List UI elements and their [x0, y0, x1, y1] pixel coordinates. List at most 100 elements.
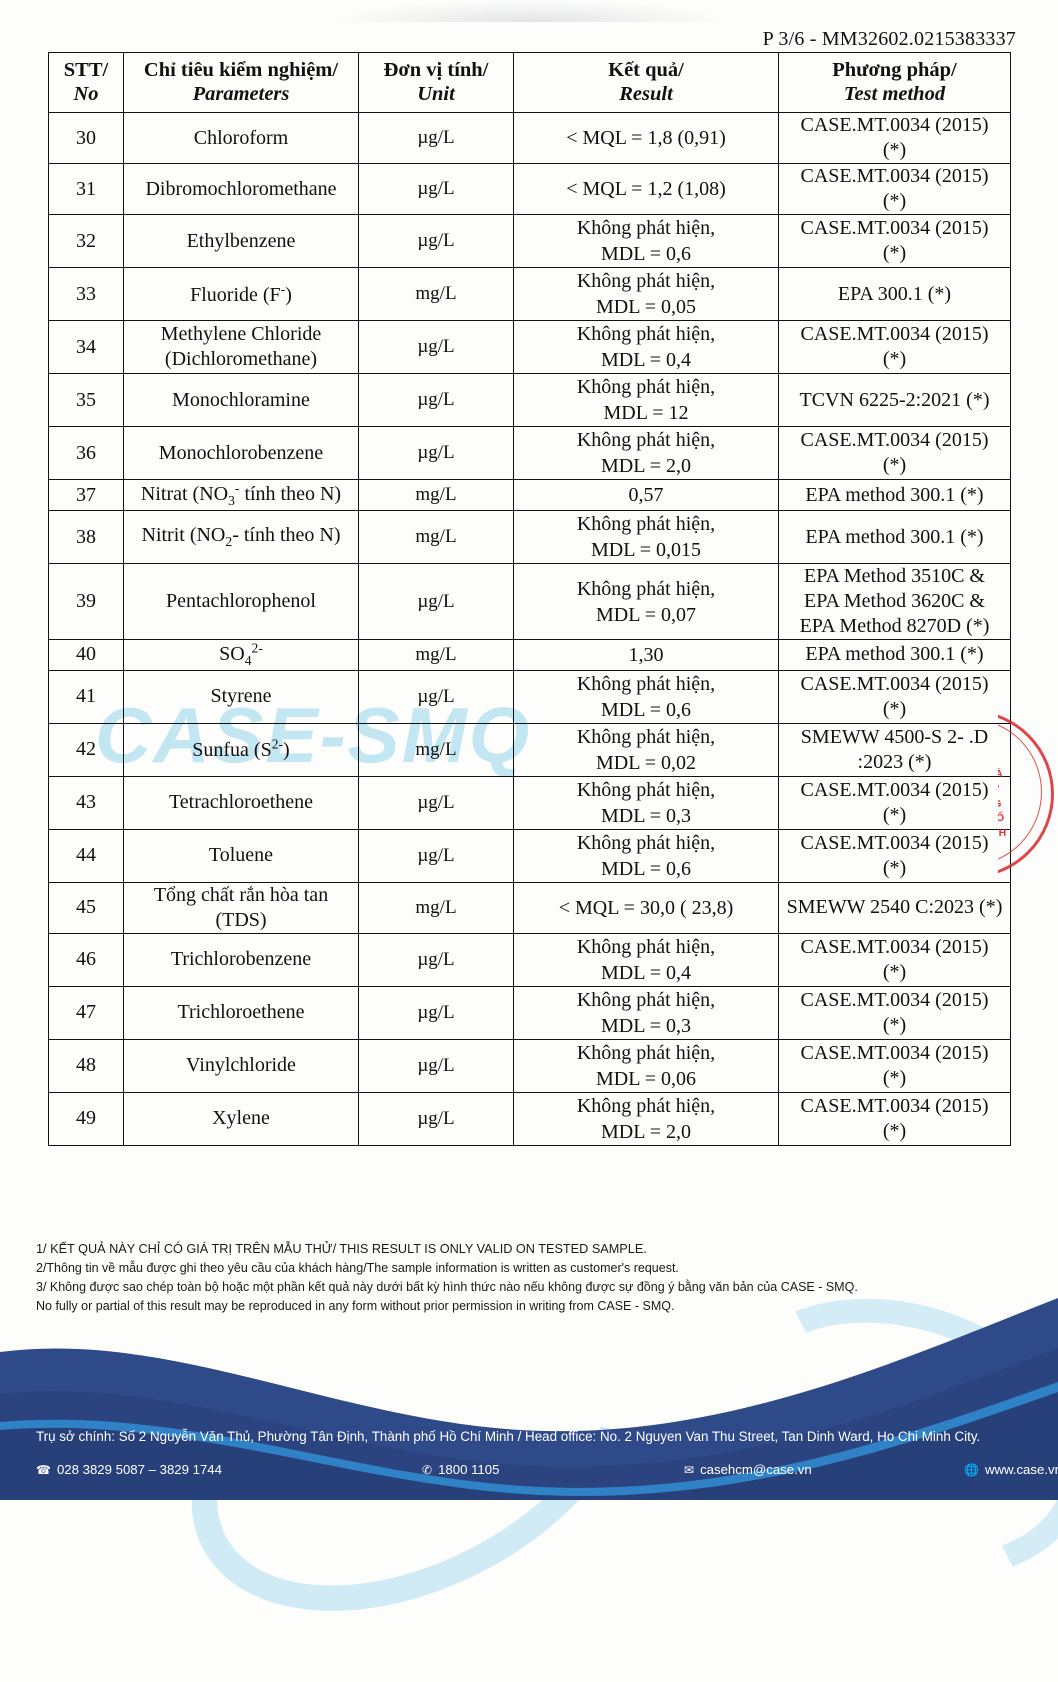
column-header-method-en: Test method	[843, 83, 946, 106]
cell-parameter: Tetrachloroethene	[123, 775, 359, 830]
cell-parameter: SO42-	[123, 639, 359, 671]
cell-result: Không phát hiện, MDL = 2,0	[513, 426, 779, 481]
result-line-2: MDL = 0,6	[601, 857, 691, 880]
parameter-line-1: Monochloramine	[172, 388, 310, 411]
cell-parameter: Sunfua (S2-)	[123, 722, 359, 777]
table-row: 44 Toluene µg/L Không phát hiện, MDL = 0,6 CA…	[48, 828, 1011, 883]
cell-result: Không phát hiện, MDL = 0,05	[513, 267, 779, 322]
result-line-1: < MQL = 1,8 (0,91)	[566, 127, 726, 150]
cell-result: Không phát hiện, MDL = 0,02	[513, 722, 779, 777]
footnote-2: 2/Thông tin về mẫu được ghi theo yêu cầu…	[36, 1261, 679, 1276]
cell-result: < MQL = 30,0 ( 23,8)	[513, 881, 779, 934]
column-header-parameters: Chỉ tiêu kiểm nghiệm/ Parameters	[123, 51, 359, 114]
column-header-no-vi: STT/	[63, 59, 109, 81]
cell-parameter: Methylene Chloride (Dichloromethane)	[123, 320, 359, 375]
method-line-2: EPA Method 3620C &	[804, 590, 985, 613]
cell-method: EPA 300.1 (*)	[778, 267, 1011, 322]
table-row: 48 Vinylchloride µg/L Không phát hiện, MDL =…	[48, 1038, 1011, 1093]
cell-method: CASE.MT.0034 (2015) (*)	[778, 828, 1011, 883]
page-footer: Trụ sở chính: Số 2 Nguyễn Văn Thủ, Phườn…	[0, 1290, 1058, 1500]
cell-unit: mg/L	[358, 639, 514, 671]
cell-no: 37	[48, 479, 124, 512]
cell-no: 38	[48, 510, 124, 565]
parameter-line-1: Tổng chất rắn hòa tan	[153, 883, 329, 906]
cell-no: 36	[48, 426, 124, 481]
result-line-2: MDL = 0,4	[601, 961, 691, 984]
result-line-2: MDL = 0,06	[596, 1067, 696, 1090]
cell-unit: µg/L	[358, 985, 514, 1040]
result-line-2: MDL = 2,0	[601, 455, 691, 478]
method-line-1: CASE.MT.0034 (2015)	[800, 1094, 989, 1117]
cell-parameter: Trichlorobenzene	[123, 932, 359, 987]
cell-no: 34	[48, 320, 124, 375]
cell-method: SMEWW 2540 C:2023 (*)	[778, 881, 1011, 934]
cell-method: CASE.MT.0034 (2015) (*)	[778, 1038, 1011, 1093]
footer-website-label: www.case.vn	[984, 1462, 1058, 1477]
column-header-no-en: No	[73, 83, 99, 106]
result-line-2: MDL = 0,015	[591, 539, 701, 562]
method-line-1: CASE.MT.0034 (2015)	[800, 988, 989, 1011]
column-header-result-en: Result	[619, 83, 673, 106]
footer-website[interactable]: 🌐 www.case.vn	[964, 1462, 1058, 1477]
result-line-1: Không phát hiện,	[576, 672, 716, 695]
method-line-2: (*)	[882, 1013, 907, 1036]
column-header-no: STT/ No	[48, 51, 124, 114]
cell-result: Không phát hiện, MDL = 0,015	[513, 510, 779, 565]
cell-no: 30	[48, 112, 124, 165]
table-row: 42 Sunfua (S2-) mg/L Không phát hiện, MDL = …	[48, 722, 1011, 777]
footer-phone[interactable]: ☎ 028 3829 5087 – 3829 1744	[36, 1462, 222, 1477]
table-row: 35 Monochloramine µg/L Không phát hiện, MDL …	[48, 373, 1011, 428]
method-line-2: (*)	[882, 348, 907, 371]
footer-email[interactable]: ✉ casehcm@case.vn	[684, 1462, 812, 1477]
method-line-2: (*)	[882, 242, 907, 265]
cell-no: 45	[48, 881, 124, 934]
table-row: 49 Xylene µg/L Không phát hiện, MDL = 2,0 CAS…	[48, 1091, 1011, 1146]
parameter-line-1: Sunfua (S2-)	[192, 736, 290, 761]
cell-unit: µg/L	[358, 214, 514, 269]
method-line-1: CASE.MT.0034 (2015)	[800, 778, 989, 801]
column-header-unit-en: Unit	[417, 83, 455, 106]
telephone-icon: ☎	[36, 1462, 51, 1477]
parameter-line-1: Xylene	[212, 1107, 270, 1130]
cell-unit: µg/L	[358, 426, 514, 481]
method-line-1: CASE.MT.0034 (2015)	[800, 114, 989, 137]
table-row: 31 Dibromochloromethane µg/L < MQL = 1,2 (1…	[48, 163, 1011, 216]
footer-hotline-label: 1800 1105	[438, 1462, 500, 1477]
method-line-1: CASE.MT.0034 (2015)	[800, 217, 989, 240]
result-line-2: MDL = 0,3	[601, 1014, 691, 1037]
cell-unit: µg/L	[358, 320, 514, 375]
cell-method: EPA method 300.1 (*)	[778, 639, 1011, 671]
table-row: 30 Chloroform µg/L < MQL = 1,8 (0,91) CASE.M…	[48, 112, 1011, 165]
cell-result: 1,30	[513, 639, 779, 671]
result-line-2: MDL = 0,05	[596, 296, 696, 319]
cell-result: Không phát hiện, MDL = 0,6	[513, 828, 779, 883]
footer-hotline[interactable]: ✆ 1800 1105	[422, 1462, 499, 1477]
cell-unit: µg/L	[358, 1091, 514, 1146]
cell-no: 32	[48, 214, 124, 269]
method-line-2: (*)	[882, 1119, 907, 1142]
cell-unit: µg/L	[358, 112, 514, 165]
cell-no: 46	[48, 932, 124, 987]
results-table-body: 30 Chloroform µg/L < MQL = 1,8 (0,91) CASE.M…	[48, 112, 1011, 1146]
parameter-line-1: Fluoride (F-)	[190, 281, 292, 306]
result-line-2: MDL = 0,6	[601, 698, 691, 721]
cell-result: Không phát hiện, MDL = 0,07	[513, 563, 779, 641]
globe-icon: 🌐	[964, 1462, 979, 1477]
cell-unit: mg/L	[358, 722, 514, 777]
table-row: 32 Ethylbenzene µg/L Không phát hiện, MDL = …	[48, 214, 1011, 269]
cell-method: EPA Method 3510C & EPA Method 3620C & EPA …	[778, 563, 1011, 641]
method-line-1: SMEWW 4500-S 2- .D	[800, 725, 989, 748]
result-line-1: Không phát hiện,	[576, 725, 716, 748]
footnote-1: 1/ KẾT QUẢ NÀY CHỈ CÓ GIÁ TRỊ TRÊN MẪU T…	[36, 1242, 647, 1256]
footer-phone-label: 028 3829 5087 – 3829 1744	[56, 1462, 222, 1477]
cell-unit: µg/L	[358, 932, 514, 987]
parameter-line-1: Tetrachloroethene	[168, 791, 314, 814]
cell-unit: µg/L	[358, 828, 514, 883]
method-line-2: :2023 (*)	[857, 750, 932, 773]
result-line-2: MDL = 12	[603, 402, 689, 425]
result-line-1: Không phát hiện,	[576, 323, 716, 346]
cell-no: 41	[48, 669, 124, 724]
footer-email-label: casehcm@case.vn	[700, 1462, 812, 1477]
result-line-1: 1,30	[628, 643, 664, 666]
cell-parameter: Trichloroethene	[123, 985, 359, 1040]
